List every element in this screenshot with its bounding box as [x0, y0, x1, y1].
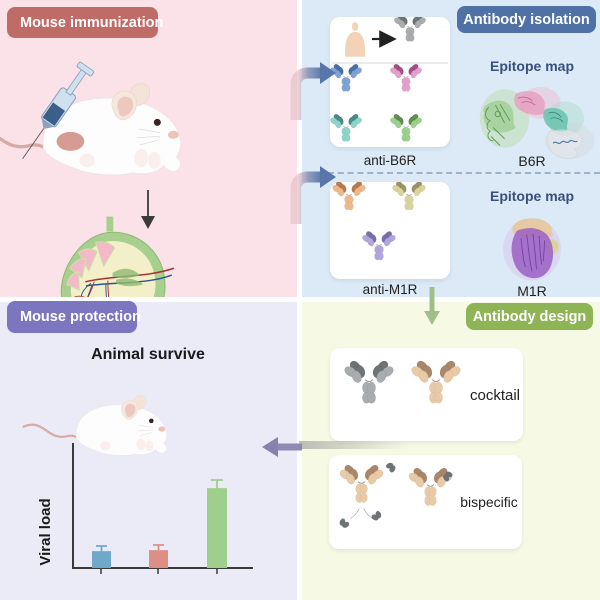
svg-text:bispecific: bispecific [460, 494, 518, 510]
svg-text:cocktail: cocktail [470, 387, 520, 404]
svg-text:Viral load: Viral load [37, 498, 54, 565]
